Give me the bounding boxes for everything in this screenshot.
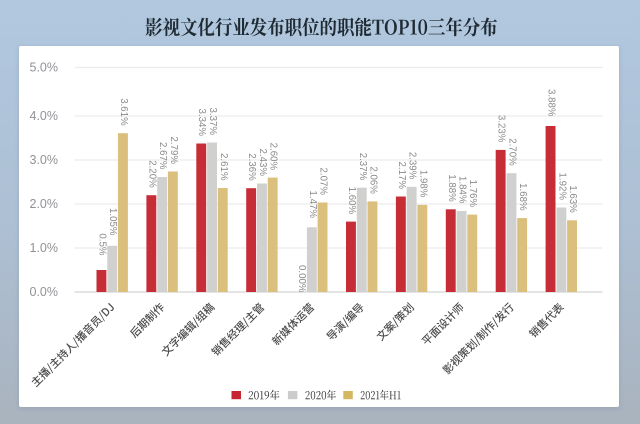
svg-text:1.76%: 1.76% [467,180,478,208]
svg-text:1.05%: 1.05% [107,208,118,236]
svg-text:2.17%: 2.17% [396,162,407,190]
svg-text:2.06%: 2.06% [367,166,378,194]
svg-text:1.68%: 1.68% [517,183,528,211]
svg-text:2.43%: 2.43% [257,149,268,177]
svg-text:0.5%: 0.5% [97,233,108,255]
svg-text:3.34%: 3.34% [196,109,207,137]
svg-text:3.61%: 3.61% [118,98,129,126]
svg-text:2.61%: 2.61% [218,153,229,181]
svg-text:3.88%: 3.88% [546,89,557,117]
svg-text:4.0%: 4.0% [30,109,59,123]
svg-text:1.0%: 1.0% [30,241,59,255]
svg-text:2.20%: 2.20% [146,160,157,188]
svg-text:2.37%: 2.37% [357,153,368,181]
svg-text:2.39%: 2.39% [407,152,418,180]
svg-text:1.88%: 1.88% [446,174,457,202]
svg-text:1.60%: 1.60% [346,187,357,215]
svg-text:1.92%: 1.92% [556,173,567,201]
svg-text:2.0%: 2.0% [30,197,59,211]
svg-text:0.0%: 0.0% [30,285,59,299]
svg-text:0.00%: 0.00% [296,265,307,293]
svg-text:2.36%: 2.36% [246,153,257,181]
svg-text:3.0%: 3.0% [30,153,59,167]
svg-text:2.67%: 2.67% [157,142,168,170]
svg-text:1.98%: 1.98% [417,170,428,198]
svg-text:3.37%: 3.37% [207,108,218,136]
svg-text:1.63%: 1.63% [567,185,578,213]
svg-text:2.70%: 2.70% [506,138,517,166]
svg-text:1.84%: 1.84% [457,176,468,204]
svg-text:2.07%: 2.07% [318,168,329,196]
svg-text:1.47%: 1.47% [307,191,318,219]
svg-text:2.60%: 2.60% [268,143,279,171]
svg-text:3.23%: 3.23% [496,115,507,143]
svg-text:2.79%: 2.79% [168,137,179,165]
svg-text:5.0%: 5.0% [30,61,59,75]
